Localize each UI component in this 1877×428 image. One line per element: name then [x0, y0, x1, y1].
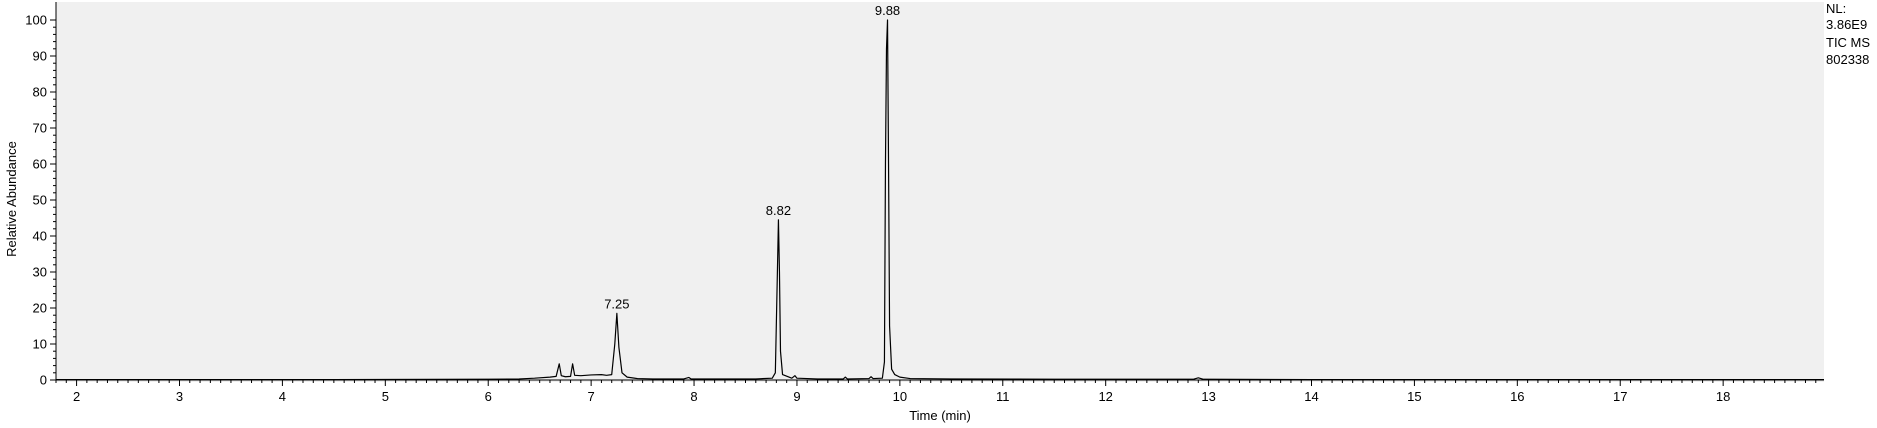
x-tick-label: 16	[1510, 389, 1524, 404]
y-tick-label: 70	[33, 121, 47, 136]
axis-ticks: 2 3 4 5 6 7 8 9 10 11 12 13 14 15 16 17 18 0 10 20 30 40 50 60 7…	[25, 13, 1817, 404]
plot-background	[56, 2, 1824, 382]
x-tick-label: 11	[996, 389, 1010, 404]
x-tick-label: 5	[382, 389, 389, 404]
info-line: 802338	[1826, 52, 1869, 67]
y-tick-label: 20	[33, 301, 47, 316]
y-tick-label: 30	[33, 265, 47, 280]
x-axis-title: Time (min)	[909, 408, 971, 423]
x-tick-label: 8	[690, 389, 697, 404]
y-tick-label: 80	[33, 85, 47, 100]
x-tick-label: 13	[1201, 389, 1215, 404]
x-tick-label: 2	[73, 389, 80, 404]
x-tick-label: 18	[1716, 389, 1730, 404]
y-axis-title: Relative Abundance	[4, 141, 19, 257]
peak-label: 8.82	[766, 203, 791, 218]
peak-label: 7.25	[604, 296, 629, 311]
x-tick-label: 6	[485, 389, 492, 404]
x-tick-label: 10	[893, 389, 907, 404]
x-tick-label: 12	[1098, 389, 1112, 404]
x-tick-label: 9	[793, 389, 800, 404]
y-tick-label: 50	[33, 193, 47, 208]
peak-label: 9.88	[875, 3, 900, 18]
tic-trace	[56, 19, 1824, 381]
info-line: TIC MS	[1826, 35, 1870, 50]
x-tick-label: 7	[588, 389, 595, 404]
y-tick-label: 40	[33, 229, 47, 244]
x-tick-label: 15	[1407, 389, 1421, 404]
y-tick-label: 100	[25, 13, 47, 28]
info-panel: NL: 3.86E9 TIC MS 802338	[1826, 1, 1870, 67]
info-line: NL:	[1826, 1, 1846, 16]
y-tick-label: 10	[33, 337, 47, 352]
y-tick-label: 60	[33, 157, 47, 172]
x-tick-label: 14	[1304, 389, 1318, 404]
x-tick-label: 4	[279, 389, 286, 404]
y-tick-label: 0	[40, 373, 47, 388]
x-tick-label: 17	[1613, 389, 1627, 404]
x-tick-label: 3	[176, 389, 183, 404]
plot-layer: 7.25 8.82 9.88	[56, 3, 1824, 381]
y-tick-label: 90	[33, 49, 47, 64]
info-line: 3.86E9	[1826, 17, 1867, 32]
